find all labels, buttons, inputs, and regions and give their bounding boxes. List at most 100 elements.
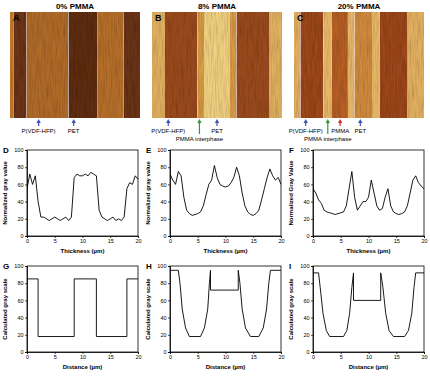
tick: 0 bbox=[26, 352, 29, 360]
y-axis-title: Calculated gray scale bbox=[2, 278, 8, 340]
tick-label: 15 bbox=[394, 238, 400, 244]
x-axis-title: Distance (µm) bbox=[63, 364, 102, 370]
tick-label: 40 bbox=[17, 315, 23, 321]
tick-label: 20 bbox=[17, 216, 23, 222]
tick-label: 20 bbox=[278, 238, 284, 244]
tick: 40 bbox=[160, 315, 170, 321]
annotation-label: PET bbox=[211, 128, 223, 134]
image-area bbox=[10, 12, 140, 118]
data-line bbox=[27, 279, 138, 337]
annotation: PMMA interphase bbox=[176, 119, 224, 142]
annotation-label: PMMA bbox=[331, 128, 349, 134]
tick-label: 0 bbox=[163, 233, 166, 239]
panel-letter: E bbox=[146, 146, 152, 155]
tick-label: 0 bbox=[169, 238, 172, 244]
tick-label: 20 bbox=[160, 332, 166, 338]
band bbox=[294, 12, 301, 118]
tick: 100 bbox=[157, 263, 170, 269]
panel-letter: B bbox=[155, 13, 162, 23]
image-panel: 8% PMMA B P(VDF-HFP)PMMA interphasePET bbox=[151, 2, 282, 142]
tick-label: 20 bbox=[135, 238, 141, 244]
tick: 20 bbox=[17, 216, 27, 222]
tick-label: 80 bbox=[17, 164, 23, 170]
tick-label: 80 bbox=[303, 164, 309, 170]
tick: 20 bbox=[278, 352, 284, 360]
tick: 0 bbox=[306, 233, 313, 239]
tick: 60 bbox=[17, 182, 27, 188]
x-axis-title: Thickness (µm) bbox=[204, 248, 248, 254]
tick: 15 bbox=[394, 236, 400, 244]
tick: 5 bbox=[340, 352, 343, 360]
tick: 40 bbox=[17, 315, 27, 321]
tick-label: 20 bbox=[421, 354, 427, 360]
tick-label: 40 bbox=[160, 315, 166, 321]
tick: 80 bbox=[17, 164, 27, 170]
plot-frame bbox=[170, 150, 281, 236]
image-texture bbox=[10, 12, 140, 118]
tick-label: 20 bbox=[160, 216, 166, 222]
line-panel: 05101520020406080100Thickness (µm)Normal… bbox=[2, 146, 142, 254]
arrow-head bbox=[197, 119, 201, 123]
tick-label: 80 bbox=[160, 280, 166, 286]
tick-label: 60 bbox=[303, 298, 309, 304]
tick: 0 bbox=[20, 233, 27, 239]
annotation-label: P(VDF-HFP) bbox=[289, 128, 323, 134]
figure: 0% PMMAAP(VDF-HFP)PET8% PMMABP(VDF-HFP)P… bbox=[0, 0, 430, 388]
tick: 20 bbox=[135, 352, 141, 360]
band bbox=[69, 12, 98, 118]
image-area bbox=[294, 12, 424, 118]
tick-label: 40 bbox=[303, 315, 309, 321]
annotation: P(VDF-HFP) bbox=[151, 119, 185, 134]
tick-label: 10 bbox=[223, 238, 229, 244]
tick-label: 20 bbox=[421, 238, 427, 244]
plot-area bbox=[170, 165, 281, 215]
plot-area bbox=[313, 273, 424, 337]
tick-label: 100 bbox=[14, 147, 23, 153]
tick: 20 bbox=[160, 216, 170, 222]
tick: 0 bbox=[20, 349, 27, 355]
arrow-head bbox=[215, 119, 219, 123]
band bbox=[348, 12, 355, 118]
annotation: P(VDF-HFP) bbox=[289, 119, 323, 134]
x-axis-title: Thickness (µm) bbox=[61, 248, 105, 254]
x-axis: 05101520 bbox=[169, 352, 285, 360]
band bbox=[269, 12, 282, 118]
tick-label: 100 bbox=[300, 147, 309, 153]
panel-letter: A bbox=[13, 13, 20, 23]
y-axis-title: Normalized gray value bbox=[145, 160, 151, 224]
tick-label: 15 bbox=[394, 354, 400, 360]
tick-label: 20 bbox=[278, 354, 284, 360]
tick: 20 bbox=[278, 236, 284, 244]
tick-label: 10 bbox=[80, 354, 86, 360]
tick: 100 bbox=[14, 147, 27, 153]
band bbox=[380, 12, 408, 118]
arrow-head bbox=[72, 119, 76, 123]
arrow-head bbox=[358, 119, 362, 123]
image-area bbox=[152, 12, 282, 118]
tick: 15 bbox=[251, 236, 257, 244]
band bbox=[332, 12, 348, 118]
x-axis: 05101520 bbox=[26, 236, 142, 244]
line-panel: 05101520020406080100Distance (µm)Calcula… bbox=[2, 262, 142, 370]
band bbox=[408, 12, 424, 118]
tick: 60 bbox=[303, 182, 313, 188]
tick-label: 100 bbox=[300, 263, 309, 269]
band bbox=[204, 12, 230, 118]
panel-title: 8% PMMA bbox=[198, 2, 236, 11]
arrow-head bbox=[338, 119, 342, 123]
arrow-head bbox=[304, 119, 308, 123]
line-panel: 05101520020406080100Thickness (µm)Normal… bbox=[288, 146, 428, 254]
tick-label: 5 bbox=[197, 354, 200, 360]
tick-label: 60 bbox=[17, 182, 23, 188]
tick: 100 bbox=[14, 263, 27, 269]
panel-title: 20% PMMA bbox=[338, 2, 381, 11]
tick-label: 20 bbox=[303, 216, 309, 222]
tick: 0 bbox=[26, 236, 29, 244]
band bbox=[26, 12, 68, 118]
x-axis: 05101520 bbox=[312, 352, 428, 360]
tick-label: 0 bbox=[26, 354, 29, 360]
arrow-head bbox=[36, 119, 40, 123]
band bbox=[372, 12, 380, 118]
tick-label: 5 bbox=[54, 354, 57, 360]
line-panel: 05101520020406080100Thickness (µm)Normal… bbox=[145, 146, 285, 254]
